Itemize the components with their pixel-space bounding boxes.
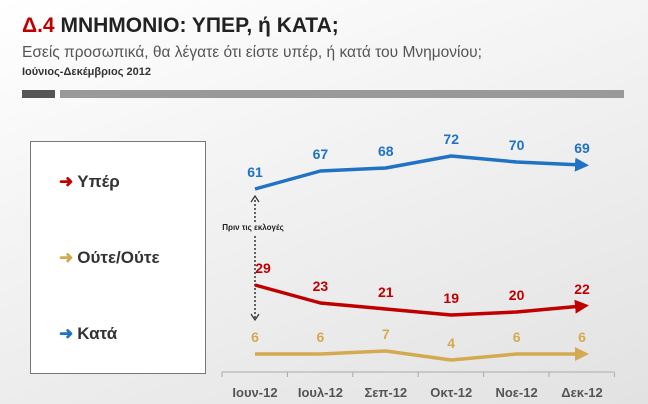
subtitle: Εσείς προσωπικά, θα λέγατε ότι είστε υπέ… [22,44,482,61]
data-label: 6 [251,329,259,345]
x-tick-label: Οκτ-12 [430,385,472,400]
data-label: 23 [313,278,329,294]
legend-item-oute: ➜ Ούτε/Ούτε [59,248,160,268]
annotation-label: Πριν τις εκλογές [222,223,284,232]
series-line-1 [255,347,589,362]
arrow-right-icon: ➜ [59,172,74,191]
arrow-down-icon [250,313,260,322]
data-label: 4 [447,335,455,351]
data-label: 22 [574,281,590,297]
legend-label: Κατά [77,324,118,343]
divider-dark [22,90,55,98]
data-label: 67 [313,146,329,162]
arrow-up-icon [250,194,260,203]
x-tick-label: Ιουλ-12 [298,385,343,400]
arrow-right-icon: ➜ [59,324,74,343]
divider-light [60,90,624,98]
data-label: 61 [247,164,263,180]
data-label: 69 [574,140,590,156]
series-line-2 [254,154,589,191]
x-tick-label: Σεπ-12 [364,385,407,400]
slide-code: Δ.4 [22,14,55,37]
legend: ➜ Υπέρ ➜ Ούτε/Ούτε ➜ Κατά [30,141,206,374]
series-line-0 [254,283,589,317]
x-tick-label: Δεκ-12 [561,385,603,400]
legend-label: Υπέρ [77,172,120,191]
data-label: 21 [378,284,394,300]
legend-item-kata: ➜ Κατά [59,324,117,344]
arrow-right-icon: ➜ [59,248,74,267]
data-label: 6 [513,329,521,345]
data-label: 6 [578,329,586,345]
legend-label: Ούτε/Ούτε [77,248,160,267]
data-label: 29 [255,260,271,276]
legend-item-yper: ➜ Υπέρ [59,172,120,192]
data-label: 20 [509,287,525,303]
data-label: 19 [443,290,459,306]
data-label: 68 [378,143,394,159]
data-label: 70 [509,137,525,153]
x-tick-label: Ιουν-12 [232,385,277,400]
x-tick-label: Νοε-12 [495,385,537,400]
page-title: Δ.4 ΜΝΗΜΟΝΙΟ: ΥΠΕΡ, ή ΚΑΤΑ; [22,14,339,38]
data-label: 7 [382,326,390,342]
title-text: ΜΝΗΜΟΝΙΟ: ΥΠΕΡ, ή ΚΑΤΑ; [60,14,339,37]
data-label: 6 [317,329,325,345]
period: Ιούνιος-Δεκέμβριος 2012 [22,66,151,78]
data-label: 72 [443,131,459,147]
